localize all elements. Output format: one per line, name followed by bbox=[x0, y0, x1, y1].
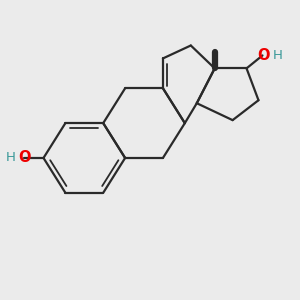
Text: O: O bbox=[257, 48, 270, 63]
Text: O: O bbox=[18, 151, 31, 166]
Text: H: H bbox=[6, 152, 16, 164]
Text: H: H bbox=[272, 49, 282, 62]
